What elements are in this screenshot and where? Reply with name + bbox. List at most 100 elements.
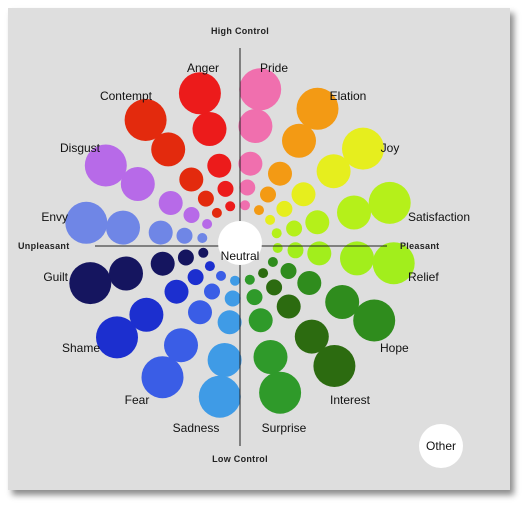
satisfaction-dot-1 [271, 228, 282, 239]
anger-dot-1 [225, 201, 236, 212]
envy-dot-2 [176, 227, 193, 244]
sadness-label: Sadness [173, 421, 220, 435]
emotion-labels: Pride Elation Joy Satisfaction Relief Hope Int… [41, 61, 470, 435]
envy-dot-3 [148, 220, 173, 245]
fear-label: Fear [125, 393, 150, 407]
anger-dot-2 [217, 180, 234, 197]
interest-dot-5 [313, 345, 356, 387]
joy-dot-2 [276, 200, 293, 217]
axis-label-right: Pleasant [400, 241, 439, 251]
neutral-circle [218, 221, 262, 265]
hope-dot-3 [297, 271, 322, 295]
contempt-dot-5 [124, 99, 167, 141]
disgust-dot-1 [202, 219, 213, 229]
envy-dot-4 [106, 210, 140, 245]
envy-label: Envy [41, 210, 68, 224]
anger-label: Anger [187, 61, 219, 75]
fear-dot-4 [164, 328, 198, 363]
guilt-label: Guilt [43, 270, 68, 284]
axis-label-left: Unpleasant [18, 241, 70, 251]
contempt-label: Contempt [100, 89, 153, 103]
elation-dot-2 [260, 186, 276, 203]
guilt-dot-3 [150, 251, 175, 276]
relief-dot-3 [307, 241, 332, 266]
joy-dot-5 [342, 127, 384, 170]
interest-dot-1 [258, 268, 269, 279]
envy-dot-5 [65, 201, 108, 244]
satisfaction-label: Satisfaction [408, 210, 470, 224]
surprise-dot-5 [259, 371, 302, 414]
guilt-dot-1 [198, 247, 209, 258]
interest-dot-3 [276, 294, 301, 319]
guilt-dot-5 [69, 262, 112, 305]
elation-dot-5 [296, 87, 339, 130]
neutral-label: Neutral [221, 249, 260, 263]
shame-dot-3 [164, 279, 189, 304]
disgust-dot-3 [158, 191, 183, 215]
joy-dot-3 [291, 182, 316, 207]
shame-label: Shame [62, 341, 100, 355]
surprise-dot-3 [248, 308, 273, 333]
joy-dot-4 [316, 154, 351, 189]
joy-label: Joy [381, 141, 400, 155]
satisfaction-dot-3 [305, 210, 330, 235]
shame-dot-5 [96, 316, 138, 359]
pride-label: Pride [260, 61, 288, 75]
pride-dot-1 [240, 200, 250, 211]
surprise-dot-2 [246, 289, 263, 306]
interest-dot-4 [294, 319, 329, 354]
guilt-dot-2 [177, 249, 194, 266]
hope-dot-5 [353, 299, 396, 342]
interest-dot-2 [266, 279, 283, 296]
interest-label: Interest [330, 393, 371, 407]
anger-dot-5 [178, 72, 221, 115]
fear-dot-1 [216, 270, 226, 281]
shame-dot-1 [204, 261, 215, 272]
sadness-dot-1 [230, 275, 240, 286]
sadness-dot-4 [207, 343, 242, 377]
satisfaction-dot-5 [368, 181, 411, 224]
disgust-dot-2 [183, 207, 200, 223]
other-label: Other [426, 439, 456, 453]
surprise-label: Surprise [262, 421, 307, 435]
elation-label: Elation [330, 89, 367, 103]
other-circle [419, 424, 463, 468]
hope-dot-2 [280, 263, 297, 279]
sadness-dot-5 [198, 375, 241, 418]
pride-dot-3 [238, 151, 263, 176]
envy-dot-1 [197, 233, 208, 243]
fear-dot-2 [204, 283, 220, 300]
contempt-dot-2 [197, 190, 214, 207]
elation-dot-3 [268, 161, 292, 186]
axis-label-bottom: Low Control [212, 454, 268, 464]
relief-dot-2 [287, 242, 304, 259]
surprise-dot-1 [244, 274, 255, 285]
satisfaction-dot-4 [337, 195, 371, 230]
anger-dot-4 [192, 112, 227, 146]
pride-dot-2 [239, 179, 256, 196]
axis-label-top: High Control [211, 26, 269, 36]
relief-dot-5 [372, 242, 415, 285]
relief-dot-4 [340, 241, 374, 276]
fear-dot-5 [141, 356, 184, 399]
guilt-dot-4 [109, 256, 143, 291]
emotion-dots [65, 68, 415, 418]
fear-dot-3 [188, 300, 212, 325]
contempt-dot-1 [211, 207, 222, 218]
contempt-dot-4 [151, 132, 186, 167]
relief-label: Relief [408, 270, 439, 284]
elation-dot-1 [254, 205, 264, 216]
surprise-dot-4 [253, 340, 288, 374]
disgust-label: Disgust [60, 141, 101, 155]
shame-dot-4 [129, 297, 164, 332]
disgust-dot-4 [120, 167, 155, 201]
disgust-dot-5 [84, 144, 127, 187]
contempt-dot-3 [179, 167, 204, 192]
joy-dot-1 [265, 214, 276, 225]
hope-dot-4 [325, 285, 360, 319]
hope-dot-1 [267, 257, 278, 267]
relief-dot-1 [272, 243, 283, 253]
pride-dot-4 [238, 109, 273, 143]
pride-dot-5 [239, 68, 282, 111]
